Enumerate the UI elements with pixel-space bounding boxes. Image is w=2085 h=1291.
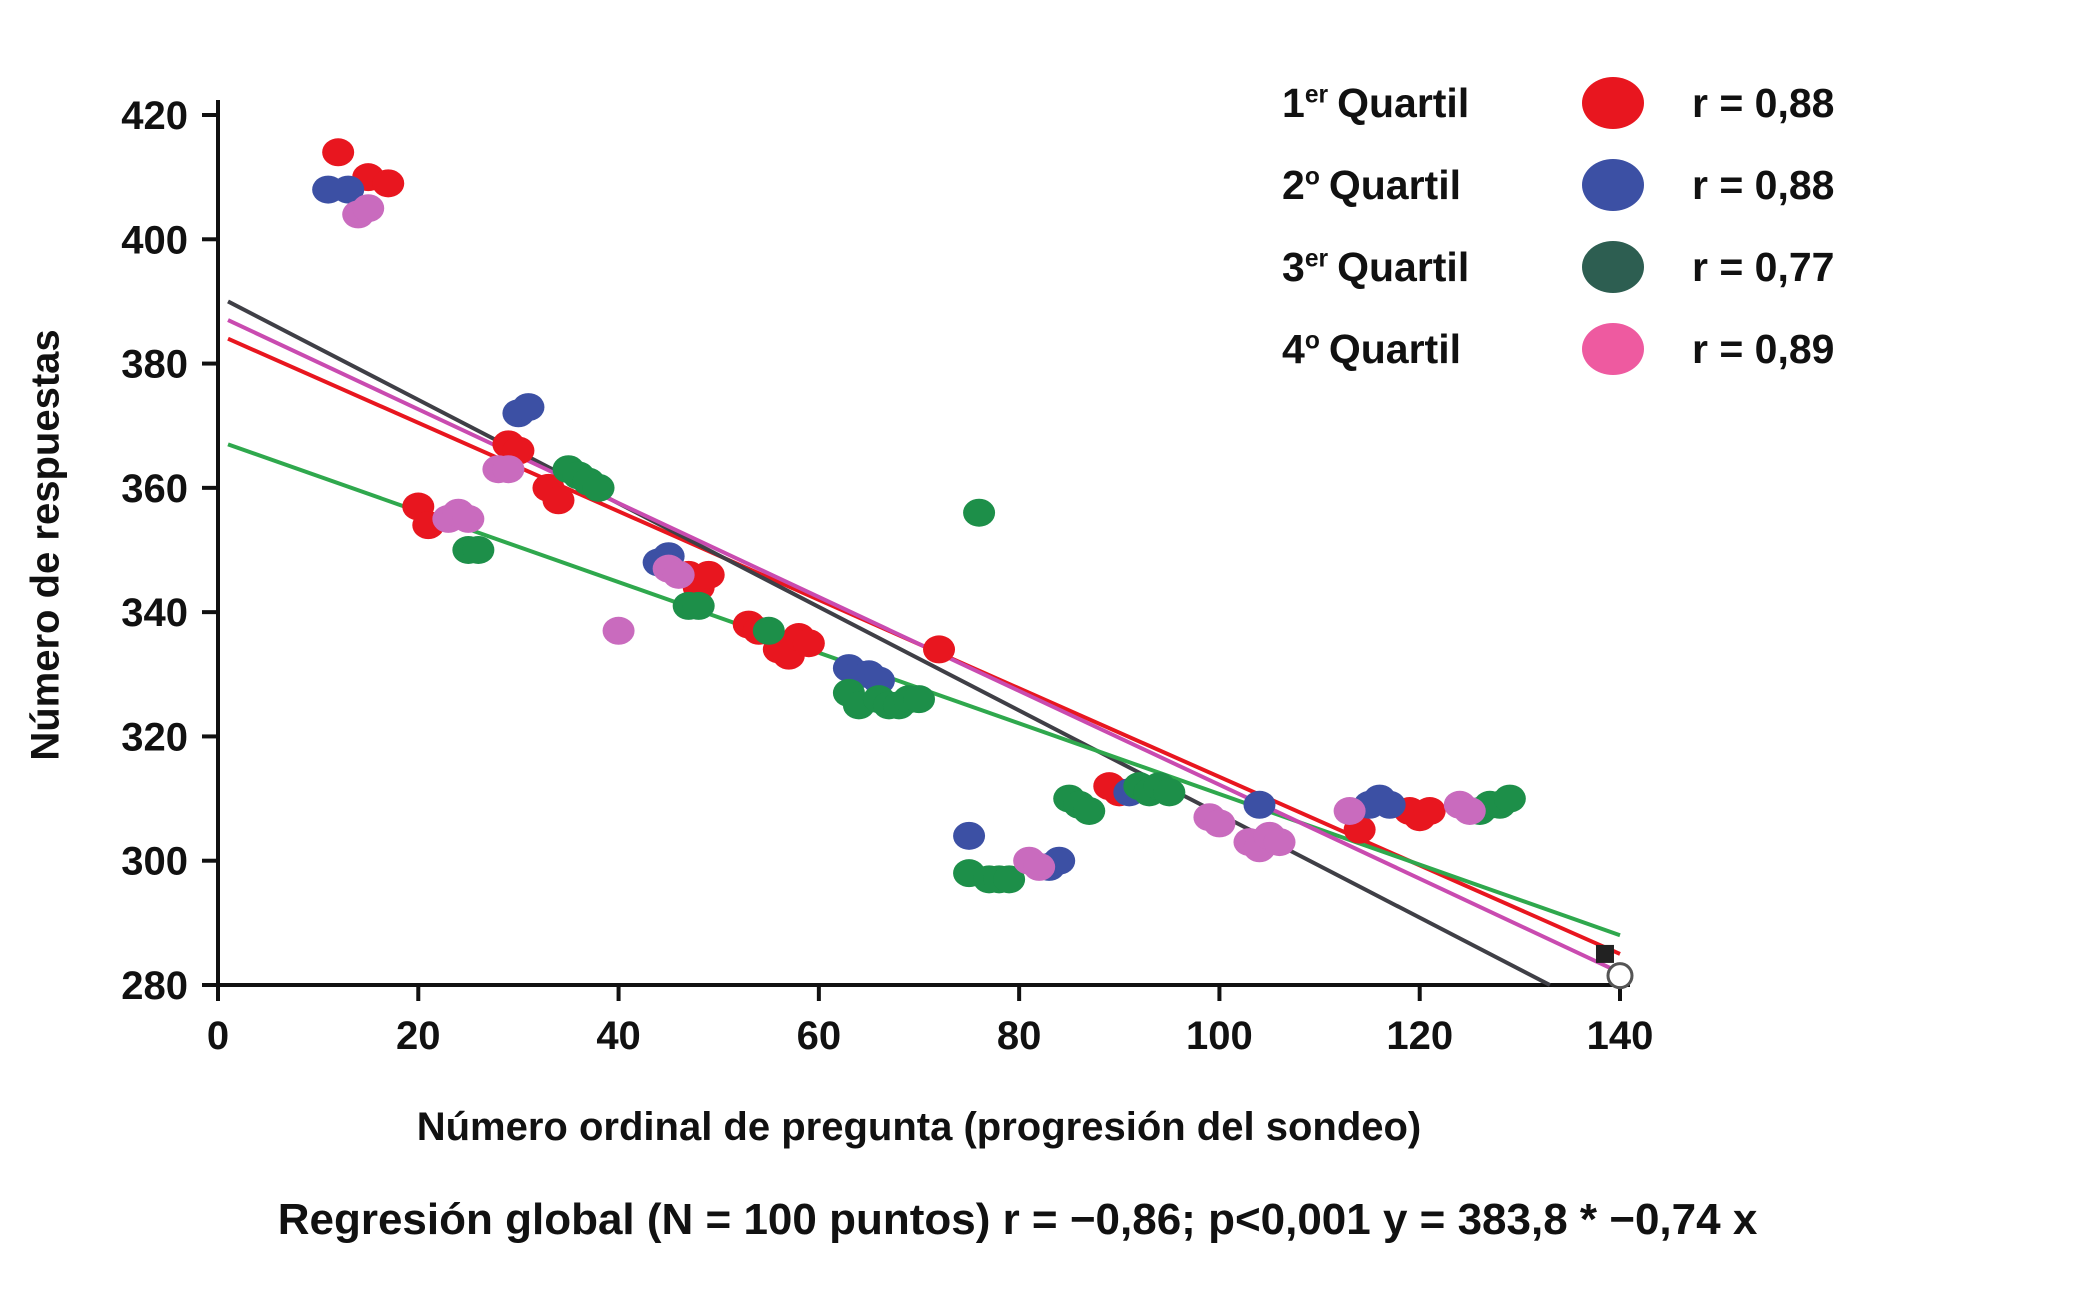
data-point <box>352 194 385 223</box>
data-point <box>953 821 986 850</box>
legend-label-q2: 2o Quartil <box>1282 161 1461 208</box>
x-tick-label: 0 <box>207 1014 229 1058</box>
legend-label-q1: 1er Quartil <box>1282 79 1470 126</box>
data-point <box>903 685 935 714</box>
data-point <box>602 616 635 645</box>
data-point <box>752 616 785 645</box>
data-point <box>492 455 525 484</box>
y-tick-label: 320 <box>121 715 188 759</box>
data-point <box>923 635 956 664</box>
x-tick-label: 140 <box>1587 1014 1654 1058</box>
legend-dot-q3 <box>1582 241 1644 293</box>
data-point <box>682 591 715 620</box>
data-point <box>462 536 495 564</box>
y-tick-label: 360 <box>121 467 188 511</box>
legend-r-q2: r = 0,88 <box>1692 161 1835 208</box>
data-point <box>452 504 485 533</box>
legend-label-q3: 3er Quartil <box>1282 243 1470 290</box>
data-point <box>1493 784 1526 813</box>
regression-line <box>227 299 1551 987</box>
legend-label-q4: 4o Quartil <box>1282 325 1461 372</box>
data-point <box>1413 797 1446 825</box>
x-axis-title: Número ordinal de pregunta (progresión d… <box>416 1105 1422 1149</box>
x-tick-label: 100 <box>1186 1014 1253 1058</box>
y-tick-label: 380 <box>121 343 188 387</box>
data-point <box>332 175 365 204</box>
data-point <box>1333 797 1366 825</box>
x-tick-label: 40 <box>596 1014 641 1058</box>
legend-dot-q4 <box>1582 323 1644 375</box>
legend-item-q2: 2o Quartil r = 0,88 <box>1282 144 1834 226</box>
legend-r-q1: r = 0,88 <box>1692 79 1835 126</box>
data-point <box>322 138 355 167</box>
y-tick-label: 280 <box>121 964 188 1008</box>
x-tick-label: 20 <box>396 1014 441 1058</box>
data-point <box>1263 828 1296 857</box>
y-tick-label: 420 <box>121 94 188 138</box>
legend-dot-q2 <box>1582 159 1644 211</box>
legend-r-q4: r = 0,89 <box>1692 325 1835 372</box>
data-point <box>792 629 825 658</box>
end-open-marker <box>1606 962 1634 990</box>
x-tick-label: 120 <box>1386 1014 1453 1058</box>
legend-r-q3: r = 0,77 <box>1692 243 1835 290</box>
data-point <box>582 473 615 502</box>
data-point <box>993 865 1026 894</box>
legend-item-q3: 3er Quartil r = 0,77 <box>1282 226 1834 308</box>
data-point <box>1203 809 1236 838</box>
data-point <box>512 393 545 422</box>
data-point <box>1023 852 1056 881</box>
x-tick-label: 60 <box>797 1014 842 1058</box>
y-tick-label: 340 <box>121 591 188 635</box>
regression-caption: Regresión global (N = 100 puntos) r = −0… <box>277 1195 1758 1244</box>
legend-dot-q1 <box>1582 77 1644 129</box>
legend: 1er Quartil r = 0,88 2o Quartil r = 0,88 3… <box>1282 62 1834 390</box>
y-tick-label: 400 <box>121 218 188 262</box>
data-point <box>1153 778 1186 807</box>
y-tick-label: 300 <box>121 840 188 884</box>
legend-item-q4: 4o Quartil r = 0,89 <box>1282 308 1834 390</box>
data-point <box>542 486 575 515</box>
end-square-marker <box>1595 944 1614 963</box>
data-point <box>692 560 725 589</box>
data-point <box>1453 797 1486 825</box>
data-point <box>372 169 405 198</box>
x-tick-label: 80 <box>997 1014 1042 1058</box>
data-point <box>662 560 695 589</box>
y-axis-title: Número de respuestas <box>23 329 68 761</box>
data-point <box>1073 797 1106 825</box>
data-point <box>963 498 996 527</box>
data-point <box>1373 790 1406 819</box>
data-point <box>1243 790 1276 819</box>
legend-item-q1: 1er Quartil r = 0,88 <box>1282 62 1834 144</box>
